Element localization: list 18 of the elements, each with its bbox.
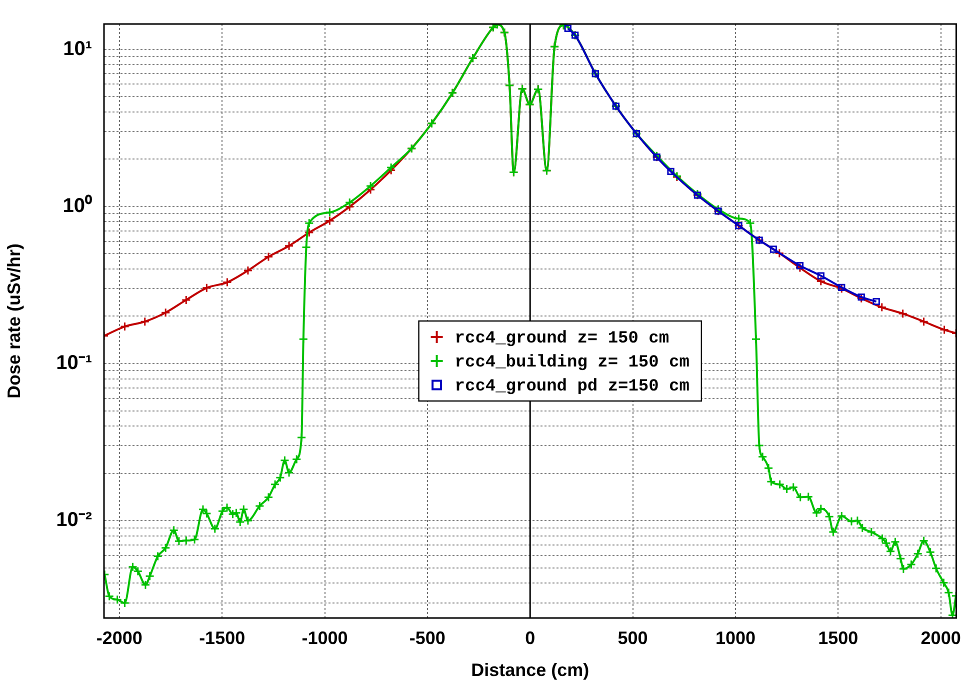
y-tick-label: 10⁰	[62, 194, 92, 217]
legend-label: rcc4_ground pd z=150 cm	[454, 377, 690, 396]
x-tick-label: 1000	[715, 628, 756, 648]
legend-label: rcc4_ground z= 150 cm	[454, 329, 670, 348]
x-tick-label: -1000	[302, 628, 348, 648]
x-axis-title: Distance (cm)	[471, 660, 590, 680]
y-tick-label: 10⁻¹	[56, 352, 92, 374]
legend-label: rcc4_building z= 150 cm	[454, 353, 690, 372]
y-tick-label: 10⁻²	[56, 509, 92, 532]
x-tick-label: 2000	[920, 628, 961, 648]
y-axis-title: Dose rate (uSv/hr)	[4, 243, 24, 399]
x-tick-label: 1500	[818, 628, 858, 648]
x-tick-label: -500	[409, 628, 446, 648]
x-tick-label: -1500	[199, 628, 246, 648]
x-tick-label: 0	[525, 628, 536, 648]
x-tick-label: -2000	[96, 628, 142, 648]
x-tick-label: 500	[618, 628, 648, 648]
y-tick-label: 10¹	[63, 38, 92, 60]
